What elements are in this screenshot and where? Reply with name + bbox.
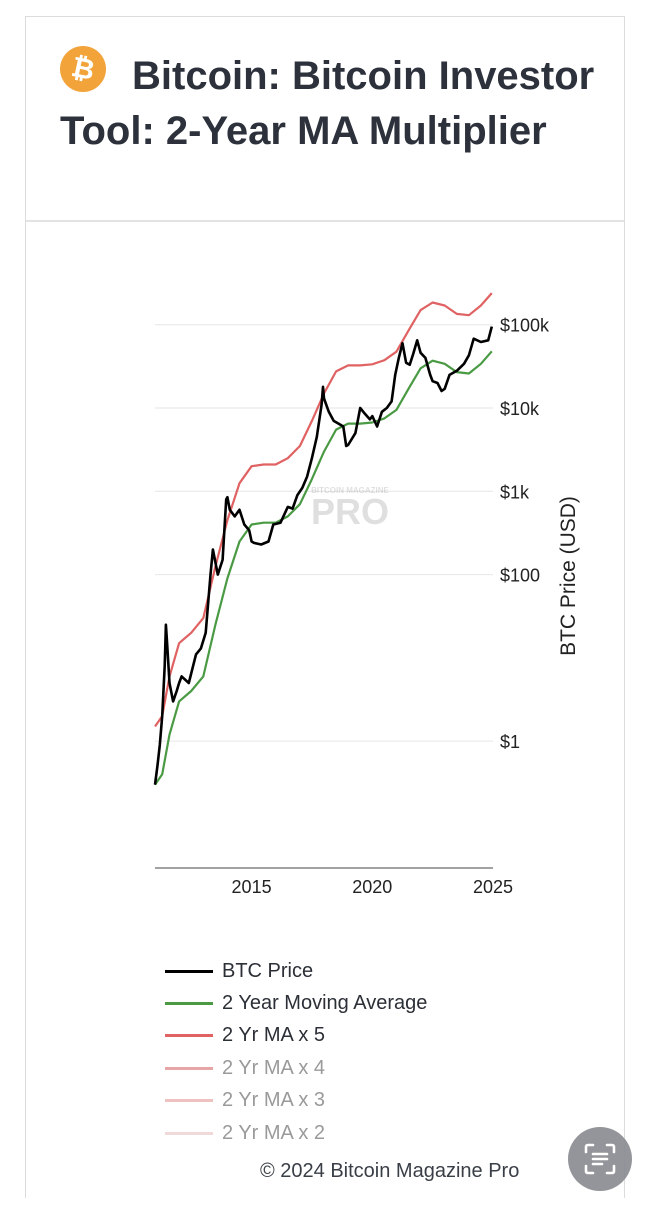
legend-swatch bbox=[165, 1099, 213, 1103]
bitcoin-logo-icon: ₿ bbox=[60, 46, 106, 92]
y-axis-title: BTC Price (USD) bbox=[557, 496, 580, 656]
legend-item[interactable]: 2 Yr MA x 4 bbox=[165, 1052, 427, 1084]
legend-item[interactable]: BTC Price bbox=[165, 955, 427, 987]
legend-label: 2 Yr MA x 2 bbox=[222, 1121, 326, 1144]
x-tick-label: 2020 bbox=[352, 877, 392, 897]
chart-card: ₿ Bitcoin: Bitcoin Investor Tool: 2-Year… bbox=[25, 16, 625, 1198]
btc-price-line bbox=[153, 326, 494, 785]
legend-swatch bbox=[165, 1034, 213, 1038]
y-tick-label: $1 bbox=[500, 732, 520, 752]
watermark-pro-text: PRO bbox=[311, 491, 389, 532]
watermark: BITCOIN MAGAZINE PRO bbox=[311, 486, 390, 532]
legend-label: 2 Yr MA x 5 bbox=[222, 1024, 326, 1047]
legend-item[interactable]: 2 Yr MA x 3 bbox=[165, 1085, 427, 1117]
2-year-moving-average-line bbox=[154, 350, 493, 786]
watermark-small-text: BITCOIN MAGAZINE bbox=[311, 486, 389, 495]
legend-item[interactable]: 2 Yr MA x 5 bbox=[165, 1020, 427, 1052]
x-tick-label: 2025 bbox=[473, 877, 513, 897]
axes: $1 $100 $1k $10k $100k 2015 2020 2025 BTC Price … bbox=[155, 316, 580, 897]
text-scan-button[interactable] bbox=[568, 1127, 632, 1191]
legend-swatch bbox=[165, 1131, 213, 1135]
chart-legend: BTC Price 2 Year Moving Average 2 Yr MA x … bbox=[165, 955, 427, 1149]
legend-label: 2 Yr MA x 3 bbox=[222, 1089, 326, 1112]
y-tick-label: $10k bbox=[500, 399, 540, 419]
legend-swatch bbox=[165, 1002, 213, 1006]
legend-label: 2 Yr MA x 4 bbox=[222, 1056, 326, 1079]
legend-swatch bbox=[165, 969, 213, 973]
legend-swatch bbox=[165, 1066, 213, 1070]
card-header: ₿ Bitcoin: Bitcoin Investor Tool: 2-Year… bbox=[26, 17, 624, 222]
x-tick-label: 2015 bbox=[232, 877, 272, 897]
copyright-text: © 2024 Bitcoin Magazine Pro bbox=[260, 1160, 520, 1182]
legend-label: 2 Year Moving Average bbox=[222, 992, 428, 1015]
page-title: Bitcoin: Bitcoin Investor Tool: 2-Year M… bbox=[60, 54, 595, 153]
2-yr-ma-x-5-line bbox=[154, 292, 493, 728]
y-tick-label: $100k bbox=[500, 316, 550, 336]
series-lines bbox=[153, 292, 494, 786]
legend-item[interactable]: 2 Yr MA x 2 bbox=[165, 1117, 427, 1149]
y-tick-label: $1k bbox=[500, 482, 530, 502]
y-tick-label: $100 bbox=[500, 566, 540, 586]
text-scan-icon bbox=[584, 1143, 616, 1175]
legend-label: BTC Price bbox=[222, 959, 314, 982]
legend-item[interactable]: 2 Year Moving Average bbox=[165, 987, 427, 1019]
